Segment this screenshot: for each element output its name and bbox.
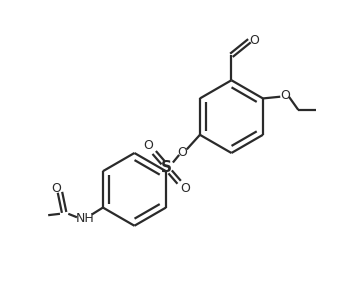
Text: O: O [143, 140, 153, 152]
Text: O: O [249, 34, 259, 47]
Text: NH: NH [76, 212, 94, 225]
Text: O: O [280, 89, 290, 102]
Text: O: O [51, 182, 61, 195]
Text: O: O [177, 146, 187, 159]
Text: S: S [161, 160, 172, 175]
Text: O: O [181, 182, 190, 195]
